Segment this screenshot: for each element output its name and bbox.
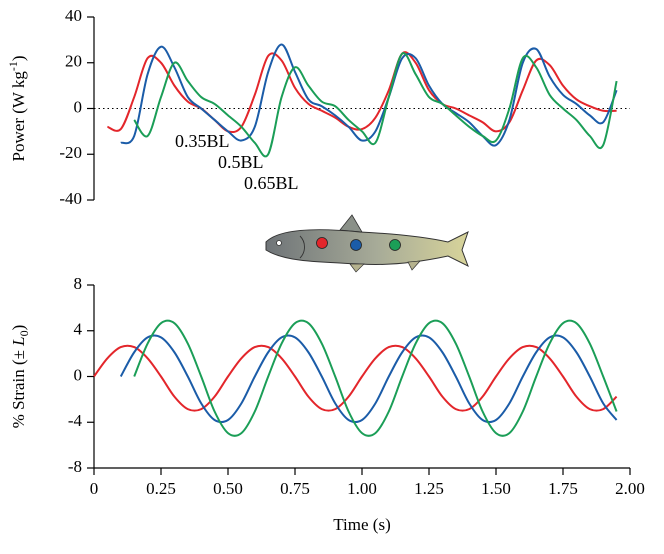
x-tick-label: 2.00: [615, 479, 645, 498]
series-label: 0.65BL: [244, 173, 299, 193]
y-axis-label-part: -1: [6, 61, 20, 71]
x-tick-label: 0.25: [146, 479, 176, 498]
y-tick-label: 0: [74, 365, 83, 384]
x-tick-label: 1.75: [548, 479, 578, 498]
fish-illustration: [265, 214, 469, 273]
y-axis-label-part: L: [9, 336, 28, 346]
y-axis-label-part: % Strain (±: [9, 346, 28, 429]
y-tick-label: 40: [65, 6, 82, 25]
data-line: [133, 52, 618, 158]
y-tick-label: 4: [74, 320, 83, 339]
x-tick-label: 0.75: [280, 479, 310, 498]
data-line: [93, 344, 618, 412]
series-label: 0.35BL: [175, 131, 230, 151]
x-tick-label: 1.50: [481, 479, 511, 498]
y-tick-label: -4: [68, 411, 83, 430]
y-tick-label: 20: [65, 52, 82, 71]
series-label: 0.5BL: [218, 152, 264, 172]
y-axis-label: Power (W kg-1): [6, 55, 28, 161]
x-axis-label: Time (s): [333, 515, 390, 534]
x-tick-label: 1.25: [414, 479, 444, 498]
data-line: [133, 319, 618, 437]
data-line: [107, 51, 617, 134]
x-tick-label: 0.50: [213, 479, 243, 498]
x-tick-label: 0: [90, 479, 99, 498]
y-axis-label-part: Power (W kg: [9, 71, 28, 162]
y-tick-label: -40: [59, 189, 82, 208]
y-axis-label-part: 0: [17, 330, 31, 336]
y-tick-label: 0: [74, 97, 83, 116]
y-axis-label-part: ): [9, 55, 28, 61]
data-line: [119, 334, 618, 424]
x-tick-label: 1.00: [347, 479, 377, 498]
y-tick-label: -20: [59, 143, 82, 162]
y-axis-label-part: ): [9, 325, 28, 331]
y-axis-label: % Strain (± L0): [9, 325, 31, 429]
y-tick-label: 8: [74, 274, 83, 293]
y-tick-label: -8: [68, 457, 82, 476]
